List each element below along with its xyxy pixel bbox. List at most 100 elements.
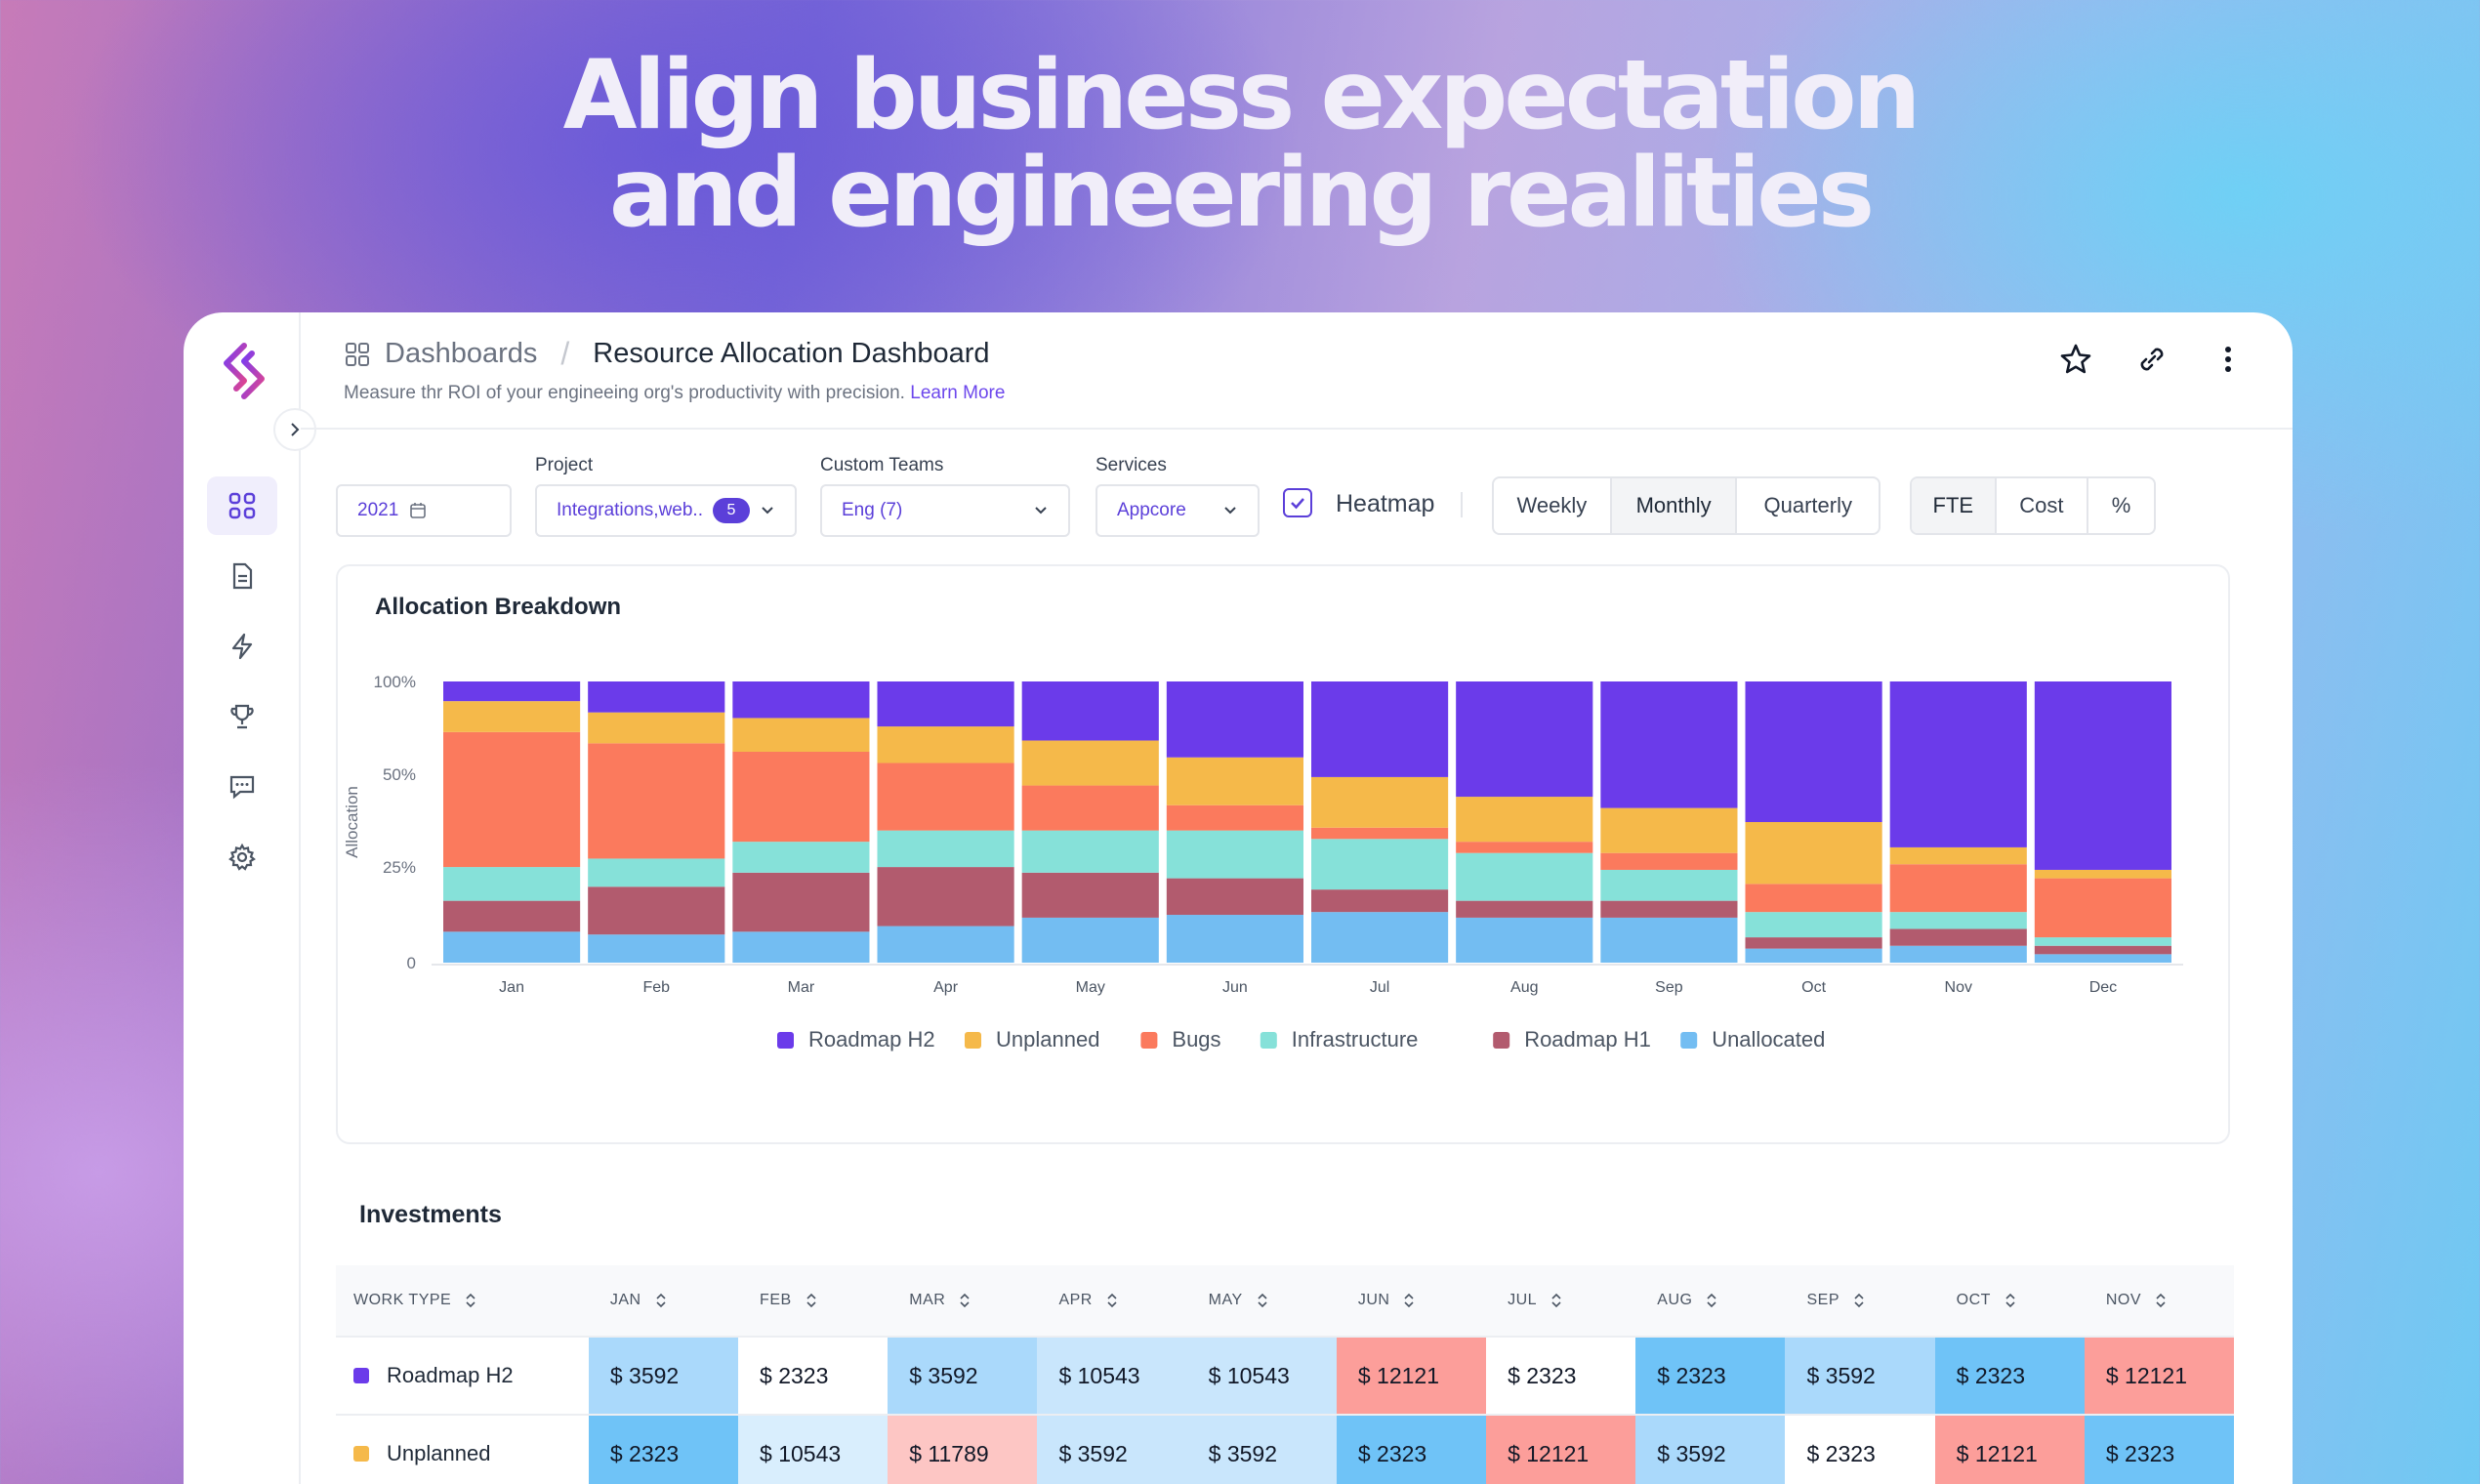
- value-cell[interactable]: $ 12121: [1336, 1338, 1487, 1414]
- value-cell[interactable]: $ 2323: [1486, 1338, 1636, 1414]
- column-header-sep[interactable]: SEP: [1785, 1292, 1934, 1309]
- column-header-label: JUL: [1508, 1292, 1538, 1308]
- sidebar-item-messages[interactable]: [207, 758, 277, 816]
- period-monthly-button[interactable]: Monthly: [1611, 478, 1738, 533]
- sort-icon: [466, 1293, 475, 1308]
- bar-segment-roadmap-h2: [443, 681, 581, 702]
- bar-segment-unplanned: [588, 712, 725, 744]
- legend-swatch: [965, 1032, 981, 1049]
- metric-percent-button[interactable]: %: [2111, 493, 2131, 517]
- value-cell[interactable]: $ 3592: [588, 1338, 739, 1414]
- value-cell[interactable]: $ 2323: [1635, 1338, 1786, 1414]
- app-logo-icon[interactable]: [215, 340, 273, 402]
- period-weekly-button[interactable]: Weekly: [1494, 478, 1612, 533]
- teams-select[interactable]: Eng (7): [820, 484, 1070, 537]
- year-picker[interactable]: 2021: [336, 484, 512, 537]
- column-header-may[interactable]: MAY: [1187, 1292, 1337, 1309]
- sidebar-item-reports[interactable]: [207, 547, 277, 605]
- value-cell[interactable]: $ 12121: [2084, 1338, 2235, 1414]
- work-type-swatch: [353, 1368, 369, 1383]
- value-cell[interactable]: $ 11789: [888, 1416, 1038, 1484]
- value-cell[interactable]: $ 12121: [1486, 1416, 1636, 1484]
- bar-segment-infrastructure: [1600, 869, 1738, 901]
- x-tick-label: Nov: [1945, 979, 1972, 996]
- sidebar-item-dashboards[interactable]: [207, 476, 277, 535]
- value-cell[interactable]: $ 10543: [1037, 1338, 1187, 1414]
- value-cell[interactable]: $ 2323: [1934, 1338, 2085, 1414]
- copy-link-button[interactable]: [2134, 342, 2170, 377]
- column-header-feb[interactable]: FEB: [738, 1292, 888, 1309]
- sort-icon: [2156, 1293, 2166, 1308]
- bar-segment-unplanned: [2034, 869, 2171, 879]
- more-options-button[interactable]: [2211, 342, 2246, 377]
- y-tick-label: 25%: [383, 858, 416, 877]
- bar-segment-unallocated: [1456, 917, 1593, 963]
- column-header-oct[interactable]: OCT: [1935, 1292, 2085, 1309]
- value-cell[interactable]: $ 2323: [588, 1416, 739, 1484]
- table-row[interactable]: Roadmap H2 $ 3592 $ 2323 $ 3592 $ 10543 $ 105…: [336, 1336, 2235, 1414]
- favorite-button[interactable]: [2058, 342, 2093, 377]
- sidebar-expand-button[interactable]: [273, 408, 316, 451]
- column-header-nov[interactable]: NOV: [2085, 1292, 2234, 1309]
- bar-segment-bugs: [1745, 884, 1882, 913]
- chat-icon: [229, 775, 255, 800]
- table-row[interactable]: Unplanned $ 2323 $ 10543 $ 11789 $ 3592 $ 359…: [336, 1414, 2235, 1484]
- breadcrumb-dashboards-link[interactable]: Dashboards: [385, 338, 538, 369]
- column-header-aug[interactable]: AUG: [1635, 1292, 1785, 1309]
- value-cell[interactable]: $ 10543: [738, 1416, 889, 1484]
- gear-icon: [228, 843, 256, 871]
- metric-fte-button[interactable]: FTE: [1912, 478, 1997, 533]
- bar-segment-unplanned: [732, 718, 870, 752]
- bar-segment-bugs: [1456, 842, 1593, 853]
- bar-segment-roadmap-h2: [1745, 681, 1882, 822]
- metric-cost-button[interactable]: Cost: [1997, 478, 2089, 533]
- column-header-mar[interactable]: MAR: [888, 1292, 1037, 1309]
- x-tick-label: Apr: [933, 979, 959, 996]
- x-tick-label: May: [1076, 979, 1105, 996]
- table-body: Roadmap H2 $ 3592 $ 2323 $ 3592 $ 10543 $ 105…: [336, 1336, 2235, 1484]
- value-cell[interactable]: $ 2323: [1785, 1416, 1935, 1484]
- bar-segment-roadmap-h2: [732, 681, 870, 719]
- sort-icon: [656, 1293, 666, 1308]
- column-header-work-type[interactable]: WORK TYPE: [336, 1292, 589, 1309]
- period-quarterly-button[interactable]: Quarterly: [1763, 493, 1852, 517]
- value-cell[interactable]: $ 2323: [1336, 1416, 1487, 1484]
- value-cell[interactable]: $ 10543: [1186, 1338, 1337, 1414]
- trophy-icon: [230, 704, 254, 729]
- value-cell[interactable]: $ 3592: [1037, 1416, 1187, 1484]
- header-divider: [301, 428, 2293, 430]
- value-cell[interactable]: $ 2323: [738, 1338, 889, 1414]
- sidebar-item-goals[interactable]: [207, 687, 277, 746]
- sort-icon: [960, 1293, 970, 1308]
- bar-segment-unallocated: [1166, 915, 1303, 963]
- work-type-swatch: [353, 1446, 369, 1462]
- value-cell[interactable]: $ 3592: [1635, 1416, 1786, 1484]
- column-header-jul[interactable]: JUL: [1486, 1292, 1635, 1309]
- work-type-label: Roadmap H2: [387, 1363, 514, 1387]
- chevron-down-icon: [762, 507, 773, 515]
- value-cell[interactable]: $ 12121: [1934, 1416, 2085, 1484]
- teams-label: Custom Teams: [820, 455, 944, 475]
- sidebar-item-activity[interactable]: [207, 617, 277, 676]
- services-label: Services: [1095, 455, 1167, 475]
- value-cell[interactable]: $ 3592: [1186, 1416, 1337, 1484]
- services-select[interactable]: Appcore: [1095, 484, 1260, 537]
- project-select[interactable]: Integrations,web.. 5: [535, 484, 797, 537]
- column-header-apr[interactable]: APR: [1037, 1292, 1186, 1309]
- value-cell[interactable]: $ 2323: [2084, 1416, 2235, 1484]
- legend-label: Unallocated: [1712, 1027, 1825, 1051]
- column-header-jun[interactable]: JUN: [1337, 1292, 1486, 1309]
- bar-segment-unplanned: [1889, 846, 2027, 865]
- column-header-jan[interactable]: JAN: [589, 1292, 738, 1309]
- bar-segment-unplanned: [1745, 822, 1882, 885]
- value-cell[interactable]: $ 3592: [1785, 1338, 1935, 1414]
- heatmap-checkbox[interactable]: [1283, 488, 1312, 517]
- column-header-label: MAY: [1208, 1292, 1243, 1308]
- bar-segment-infrastructure: [732, 842, 870, 873]
- x-tick-label: Mar: [788, 979, 815, 996]
- bar-segment-roadmap-h2: [1889, 681, 2027, 847]
- sidebar-item-settings[interactable]: [207, 828, 277, 886]
- learn-more-link[interactable]: Learn More: [910, 383, 1006, 403]
- legend-label: Unplanned: [996, 1027, 1099, 1051]
- value-cell[interactable]: $ 3592: [888, 1338, 1038, 1414]
